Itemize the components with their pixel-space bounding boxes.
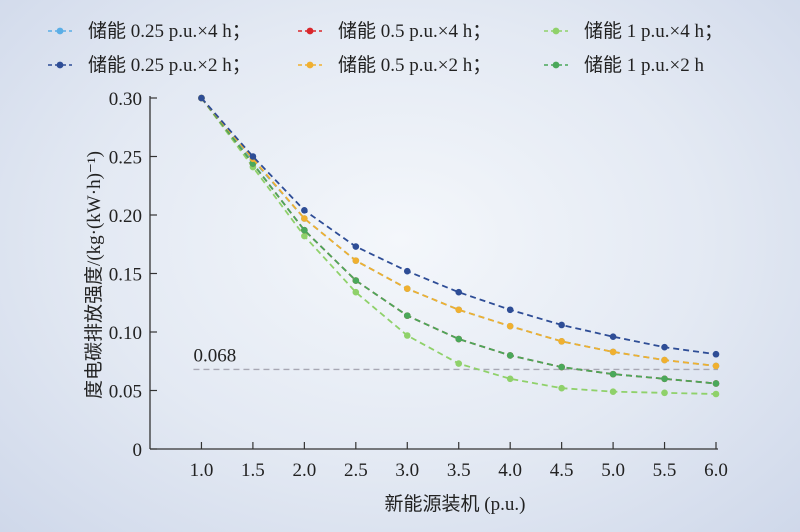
- data-point: [712, 362, 720, 370]
- y-tick-label: 0: [133, 440, 143, 461]
- legend-item-0: 储能 0.25 p.u.×4 h；: [48, 20, 251, 42]
- x-tick-label: 1.0: [190, 460, 214, 481]
- series-line: [200, 97, 717, 367]
- legend-swatch-marker: [306, 61, 314, 69]
- series-2: [198, 94, 720, 398]
- series-1: [198, 94, 720, 387]
- data-point: [403, 285, 411, 293]
- x-tick-label: 5.0: [601, 460, 625, 481]
- legend-swatch-marker: [56, 61, 64, 69]
- y-tick-label: 0.25: [109, 148, 142, 169]
- reference-line-label: 0.068: [193, 345, 236, 366]
- data-point: [609, 388, 617, 395]
- x-tick-label: 4.0: [498, 460, 522, 481]
- data-point: [506, 352, 514, 359]
- x-tick-label: 2.0: [292, 460, 316, 481]
- legend-swatch-marker: [306, 27, 314, 35]
- legend-label: 储能 0.5 p.u.×4 h；: [338, 20, 491, 42]
- data-point: [352, 243, 360, 250]
- data-point: [455, 335, 463, 343]
- reference-line: 0.068: [193, 345, 718, 371]
- legend-item-2: 储能 1 p.u.×4 h；: [544, 20, 723, 42]
- data-point: [403, 332, 411, 339]
- data-point: [609, 370, 617, 378]
- data-point: [455, 288, 463, 296]
- series-3: [198, 94, 720, 358]
- legend-item-3: 储能 0.25 p.u.×2 h；: [48, 54, 251, 76]
- x-tick-label: 4.5: [550, 460, 574, 481]
- legend-label: 储能 0.25 p.u.×4 h；: [88, 20, 251, 42]
- series-4: [198, 94, 720, 370]
- legend: 储能 0.25 p.u.×4 h； 储能 0.5 p.u.×4 h； 储能 1 p.…: [48, 20, 723, 76]
- data-point: [712, 380, 720, 387]
- x-tick-label: 1.5: [241, 460, 265, 481]
- data-point: [403, 267, 411, 275]
- data-point: [301, 215, 308, 222]
- x-tick-label: 5.5: [653, 460, 677, 481]
- data-point: [558, 363, 565, 371]
- data-point: [301, 226, 308, 234]
- data-point: [249, 153, 257, 160]
- legend-swatch-marker: [552, 27, 560, 35]
- x-axis-label: 新能源装机 (p.u.): [385, 493, 526, 515]
- series-group: [198, 94, 720, 398]
- legend-item-1: 储能 0.5 p.u.×4 h；: [298, 20, 491, 42]
- data-point: [403, 312, 411, 319]
- data-point: [712, 350, 720, 358]
- legend-label: 储能 0.5 p.u.×2 h；: [338, 54, 491, 76]
- data-point: [661, 389, 668, 397]
- series-0: [198, 94, 720, 370]
- data-point: [198, 94, 205, 102]
- data-point: [352, 257, 360, 264]
- x-tick-label: 3.0: [395, 460, 419, 481]
- x-tick-label: 3.5: [447, 460, 471, 481]
- data-point: [352, 288, 360, 296]
- legend-item-5: 储能 1 p.u.×2 h: [544, 54, 704, 76]
- data-point: [661, 356, 668, 364]
- series-line: [200, 97, 717, 385]
- data-point: [506, 375, 514, 383]
- data-point: [455, 306, 463, 314]
- y-tick-label: 0.20: [109, 206, 142, 227]
- series-line: [200, 97, 717, 395]
- y-tick-label: 0.10: [109, 323, 142, 344]
- legend-label: 储能 1 p.u.×2 h: [584, 54, 704, 76]
- legend-swatch-marker: [552, 61, 560, 69]
- data-point: [506, 322, 514, 330]
- data-point: [352, 277, 360, 284]
- y-tick-label: 0.30: [109, 89, 142, 110]
- legend-label: 储能 0.25 p.u.×2 h；: [88, 54, 251, 76]
- data-point: [558, 384, 565, 392]
- x-tick-label: 6.0: [704, 460, 728, 481]
- data-point: [609, 333, 617, 340]
- legend-label: 储能 1 p.u.×4 h；: [584, 20, 723, 42]
- data-point: [661, 375, 668, 383]
- y-tick-label: 0.05: [109, 382, 142, 403]
- data-point: [609, 348, 617, 356]
- axes: 0 0.05 0.10 0.15 0.20 0.25 0.30 1.0 1.5 2.0 2.5 3.0…: [109, 89, 728, 481]
- legend-item-4: 储能 0.5 p.u.×2 h；: [298, 54, 491, 76]
- data-point: [455, 360, 463, 367]
- y-tick-label: 0.15: [109, 265, 142, 286]
- legend-swatch-marker: [56, 27, 64, 35]
- series-line: [200, 97, 717, 367]
- y-axis-label: 度电碳排放强度/(kg·(kW·h)⁻¹): [83, 151, 105, 399]
- data-point: [301, 232, 308, 240]
- data-point: [301, 207, 308, 214]
- data-point: [558, 321, 565, 329]
- data-point: [712, 390, 720, 398]
- series-5: [198, 94, 720, 387]
- data-point: [558, 338, 565, 345]
- x-tick-label: 2.5: [344, 460, 368, 481]
- data-point: [661, 343, 668, 351]
- series-line: [200, 97, 717, 356]
- data-point: [506, 306, 514, 314]
